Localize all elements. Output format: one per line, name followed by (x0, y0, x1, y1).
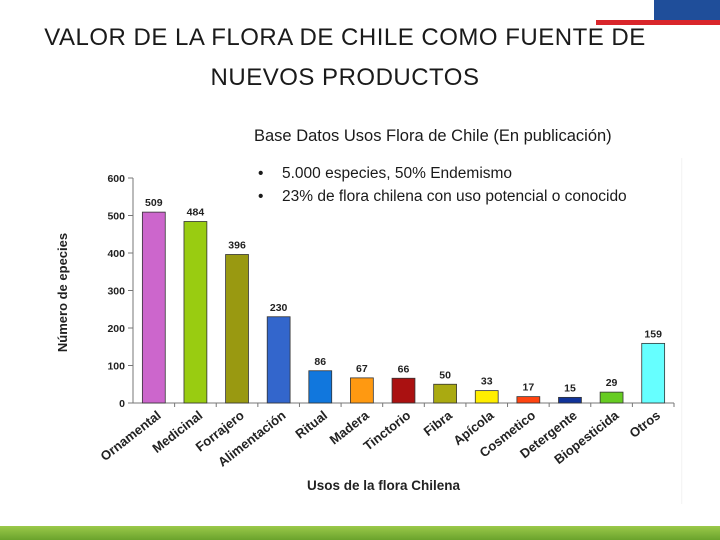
y-tick-label: 200 (107, 323, 125, 335)
x-tick-label: Ornamental (97, 408, 163, 464)
bar-value-label: 17 (523, 382, 535, 394)
bar-medicinal (183, 221, 208, 404)
x-tick-label: Tinctorio (360, 408, 413, 454)
flag-blue-block (654, 0, 720, 20)
y-tick-label: 300 (107, 286, 125, 298)
bar-value-label: 33 (481, 376, 493, 388)
y-tick-label: 0 (119, 398, 125, 410)
y-tick-label: 500 (107, 211, 125, 223)
x-tick-label: Ritual (292, 408, 330, 442)
x-axis-label: Usos de la flora Chilena (307, 478, 461, 493)
bar-value-label: 159 (644, 328, 662, 340)
bar-value-label: 509 (145, 197, 163, 209)
slide-title-line-2: NUEVOS PRODUCTOS (210, 64, 480, 91)
bar-value-label: 29 (606, 377, 618, 389)
x-tick-label: Fibra (421, 407, 456, 439)
chart-right-edge (681, 158, 683, 504)
bar-fibra (433, 383, 457, 404)
bar-forrajero (225, 254, 249, 404)
bullet-item: 5.000 especies, 50% Endemismo (258, 162, 627, 185)
slide-subtitle: Base Datos Usos Flora de Chile (En publi… (254, 127, 612, 145)
bar-value-label: 66 (398, 363, 410, 375)
bar-value-label: 15 (564, 382, 576, 394)
bar-value-label: 86 (314, 356, 326, 368)
bar-alimentación (266, 316, 291, 404)
bar-cosmetico (516, 396, 541, 404)
bar-madera (350, 377, 374, 404)
slide-title-line-1: VALOR DE LA FLORA DE CHILE COMO FUENTE D… (44, 24, 646, 51)
bar-value-label: 396 (228, 240, 246, 252)
bullet-list: 5.000 especies, 50% Endemismo 23% de flo… (258, 162, 627, 208)
y-tick-label: 100 (107, 361, 125, 373)
bottom-bar (0, 526, 720, 540)
flag-red-stripe (596, 20, 720, 25)
bullet-item: 23% de flora chilena con uso potencial o… (258, 185, 627, 208)
bar-value-label: 50 (439, 369, 451, 381)
bar-otros (641, 342, 666, 404)
bar-chart: 0100200300400500600509Ornamental484Medic… (55, 173, 675, 493)
bar-tinctorio (391, 377, 416, 404)
bar-value-label: 230 (270, 302, 288, 314)
bar-ornamental (141, 211, 166, 404)
bar-ritual (308, 370, 333, 404)
bar-biopesticida (599, 391, 624, 404)
bar-apícola (474, 390, 499, 404)
y-tick-label: 400 (107, 248, 125, 260)
slide-title: VALOR DE LA FLORA DE CHILE COMO FUENTE D… (0, 18, 690, 98)
x-tick-label: Otros (626, 408, 663, 441)
bar-detergente (558, 396, 582, 404)
y-axis-label: Número de epecies (55, 233, 70, 352)
bar-value-label: 67 (356, 363, 368, 375)
y-tick-label: 600 (107, 173, 125, 185)
bar-value-label: 484 (187, 207, 205, 219)
